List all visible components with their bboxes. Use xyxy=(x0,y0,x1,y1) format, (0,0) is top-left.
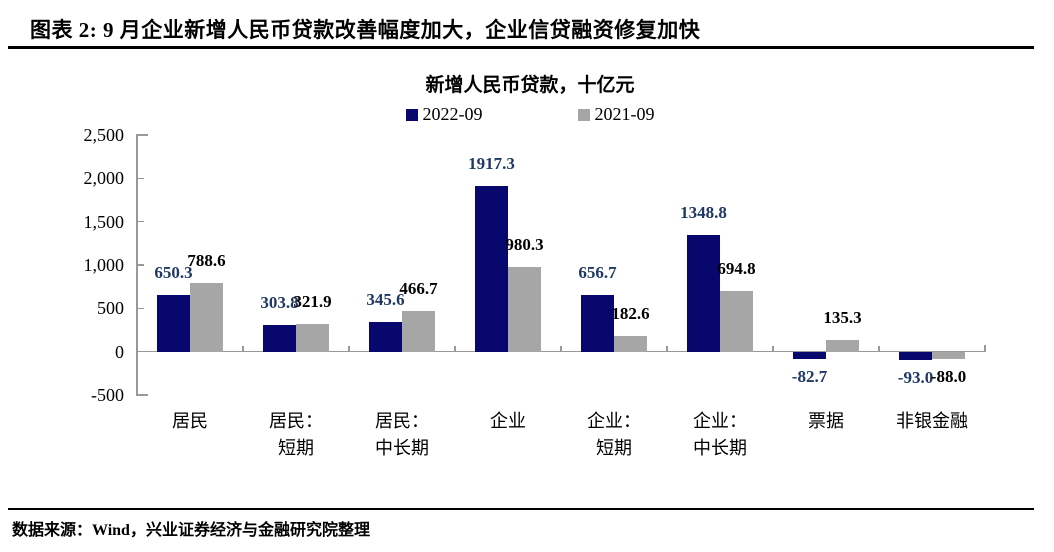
value-label: 656.7 xyxy=(578,262,617,282)
value-label: 788.6 xyxy=(187,251,226,271)
title-underline xyxy=(8,46,1034,49)
y-tick-label: 1,000 xyxy=(83,255,125,275)
bar-2022-09-5 xyxy=(687,234,720,352)
bar-2021-09-4 xyxy=(614,335,647,352)
x-axis-tick xyxy=(666,346,668,352)
value-label: -82.7 xyxy=(791,366,828,386)
x-category-line: 居民 xyxy=(172,411,208,431)
bar-2022-09-7 xyxy=(899,351,932,360)
x-category-line: 企业： xyxy=(587,411,641,431)
x-category-label: 居民： 短期 xyxy=(233,408,359,462)
value-label: 321.9 xyxy=(293,291,332,311)
x-category-label: 居民 xyxy=(127,408,253,435)
value-label: 303.8 xyxy=(260,293,299,313)
x-axis-tick xyxy=(772,346,774,352)
y-tick-label: 2,500 xyxy=(83,125,125,145)
value-label: 135.3 xyxy=(823,307,862,327)
x-category-label: 企业 xyxy=(445,408,571,435)
bar-2021-09-0 xyxy=(190,283,223,352)
x-axis-tick xyxy=(454,346,456,352)
x-category-label: 企业： 短期 xyxy=(551,408,677,462)
y-tick-label: -500 xyxy=(91,385,124,405)
x-axis-line xyxy=(136,350,985,353)
bar-2021-09-7 xyxy=(932,351,965,360)
y-axis-tick xyxy=(136,307,144,310)
y-tick-label: 1,500 xyxy=(83,211,125,232)
y-axis-tick xyxy=(136,394,148,396)
bar-2021-09-3 xyxy=(508,266,541,352)
figure-title: 图表 2: 9 月企业新增人民币贷款改善幅度加大，企业信贷融资修复加快 xyxy=(30,18,701,42)
x-axis-tick xyxy=(242,346,244,352)
bar-2022-09-2 xyxy=(369,321,402,352)
value-label: 650.3 xyxy=(154,263,193,283)
x-category-label: 票据 xyxy=(763,408,889,435)
x-category-line: 非银金融 xyxy=(896,411,968,431)
x-category-label: 居民： 中长期 xyxy=(339,408,465,462)
value-label: 466.7 xyxy=(399,279,438,299)
x-category-line: 居民： xyxy=(269,411,323,431)
x-axis-tick xyxy=(560,346,562,352)
value-label: -88.0 xyxy=(930,367,967,387)
bar-2021-09-5 xyxy=(720,291,753,352)
footer-divider xyxy=(8,508,1034,510)
bar-2021-09-2 xyxy=(402,311,435,352)
x-category-line: 中长期 xyxy=(375,438,429,458)
value-label: 345.6 xyxy=(366,289,405,309)
y-axis-tick xyxy=(136,220,144,223)
y-tick-label: 2,000 xyxy=(83,168,125,189)
x-axis-tick xyxy=(348,346,350,352)
chart-legend: 2022-09 2021-09 xyxy=(30,104,1030,125)
chart-title: 新增人民币贷款，十亿元 xyxy=(425,75,635,96)
bar-2021-09-1 xyxy=(296,323,329,352)
bar-2022-09-0 xyxy=(157,295,190,352)
bar-2022-09-3 xyxy=(475,185,508,352)
legend-swatch-2021-icon xyxy=(577,108,590,121)
x-category-line: 中长期 xyxy=(693,438,747,458)
value-label: 980.3 xyxy=(505,234,544,254)
data-source-note: 数据来源：Wind，兴业证券经济与金融研究院整理 xyxy=(12,522,370,539)
y-axis-tick xyxy=(136,264,144,266)
legend-item-2021-09: 2021-09 xyxy=(577,104,655,125)
bar-2021-09-6 xyxy=(826,339,859,352)
value-label: 182.6 xyxy=(611,303,650,323)
x-axis-tick xyxy=(984,344,986,352)
x-category-line: 票据 xyxy=(808,411,844,431)
x-category-line: 居民： xyxy=(375,411,429,431)
y-axis-tick xyxy=(136,134,148,136)
bar-2022-09-6 xyxy=(793,351,826,359)
x-category-label: 企业： 中长期 xyxy=(657,408,783,462)
value-label: 694.8 xyxy=(717,259,756,279)
bar-2022-09-4 xyxy=(581,294,614,352)
y-tick-label: 0 xyxy=(115,341,124,362)
legend-label: 2021-09 xyxy=(594,104,655,124)
x-category-line: 短期 xyxy=(278,438,314,458)
value-label: 1348.8 xyxy=(680,202,727,222)
y-tick-label: 500 xyxy=(97,298,124,319)
value-label: -93.0 xyxy=(897,367,934,387)
legend-label: 2022-09 xyxy=(422,104,483,124)
legend-item-2022-09: 2022-09 xyxy=(405,104,483,125)
x-category-line: 短期 xyxy=(596,438,632,458)
x-category-line: 企业： xyxy=(693,411,747,431)
bar-2022-09-1 xyxy=(263,325,296,352)
x-axis-tick xyxy=(878,346,880,352)
value-label: 1917.3 xyxy=(468,153,515,173)
y-axis-tick xyxy=(136,177,144,180)
plot-area: 2,500 2,000 1,500 1,000 500 0 -500 650.3 303.8 34… xyxy=(84,125,986,458)
legend-swatch-2022-icon xyxy=(405,108,418,121)
x-category-label: 非银金融 xyxy=(869,408,995,435)
x-category-line: 企业 xyxy=(490,411,526,431)
